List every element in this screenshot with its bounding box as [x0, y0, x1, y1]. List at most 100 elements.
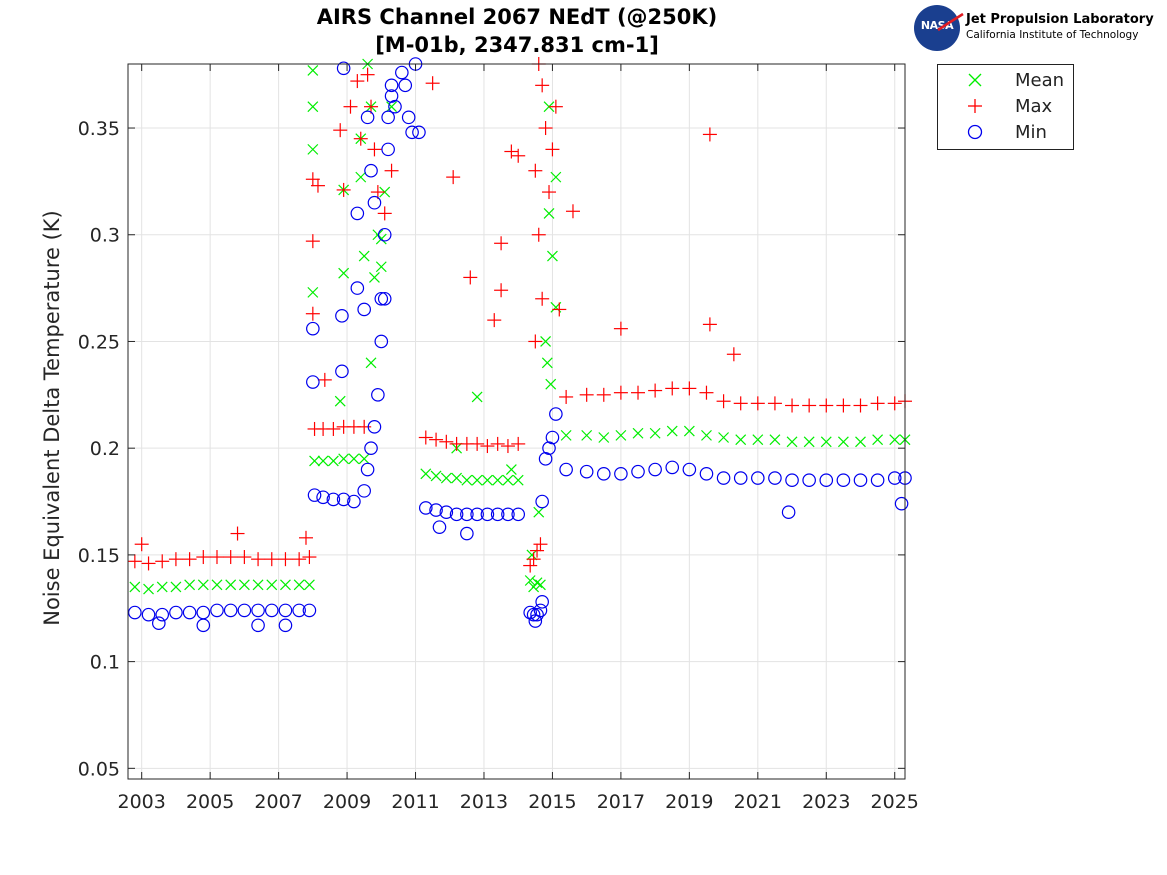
max-point: [353, 131, 368, 146]
max-point: [298, 530, 313, 545]
mean-point: [543, 207, 555, 219]
mean-point-stroke: [307, 286, 319, 298]
max-point: [887, 396, 902, 411]
mean-point-stroke: [471, 391, 483, 403]
mean-point: [184, 579, 196, 591]
max-point: [565, 204, 580, 219]
mean-point: [358, 453, 370, 465]
max-point: [357, 419, 372, 434]
min-point: [278, 618, 293, 633]
mean-point-stroke: [225, 579, 237, 591]
min-point: [347, 494, 361, 509]
min-point: [579, 464, 594, 479]
mean-point-stroke: [560, 429, 572, 441]
mean-point: [303, 579, 315, 591]
mean-point-stroke: [524, 575, 536, 586]
legend-label: Mean: [1015, 70, 1065, 91]
max-point: [237, 550, 252, 565]
mean-point-stroke: [303, 579, 315, 591]
max-point: [384, 163, 399, 178]
mean-point-stroke: [531, 577, 543, 589]
legend-entry-max: Max: [938, 93, 1073, 119]
mean-point-stroke: [533, 506, 545, 518]
mean-point-stroke: [156, 581, 168, 593]
min-point: [648, 462, 662, 477]
min-point: [802, 473, 816, 487]
min-point: [360, 110, 375, 125]
nasa-meatball-icon: [914, 5, 960, 51]
mean-point: [524, 575, 536, 586]
min-point: [336, 61, 351, 76]
legend: Mean Max Min: [937, 64, 1074, 150]
mean-point-stroke: [492, 474, 504, 486]
max-point: [511, 436, 526, 451]
mean-point-stroke: [502, 474, 514, 486]
mean-point: [632, 427, 644, 439]
min-point: [785, 473, 799, 487]
min-point: [316, 490, 330, 505]
max-point: [264, 552, 279, 567]
max-point: [702, 127, 717, 142]
max-point: [278, 552, 293, 567]
legend-marker-x-icon: [968, 73, 982, 87]
max-point: [209, 550, 224, 565]
mean-point: [461, 474, 473, 486]
min-point: [682, 462, 697, 477]
min-point: [526, 607, 541, 622]
mean-point: [365, 357, 377, 369]
min-point: [449, 507, 464, 522]
jpl-logo: NASA Jet Propulsion Laboratory Californi…: [912, 4, 1154, 52]
x-tick-label: 2009: [323, 791, 371, 813]
min-point: [278, 603, 293, 618]
max-point: [613, 385, 628, 400]
mean-point-stroke: [386, 101, 397, 113]
mean-point: [471, 391, 483, 403]
mean-point-stroke: [348, 453, 360, 465]
min-point: [511, 507, 526, 522]
mean-point: [581, 429, 593, 441]
min-point: [384, 78, 399, 93]
min-point: [870, 473, 885, 487]
mean-point-stroke: [803, 436, 815, 448]
x-tick-label: 2023: [802, 791, 850, 813]
mean-point: [803, 436, 815, 448]
mean-point: [820, 436, 832, 448]
data-marks: [127, 57, 912, 633]
mean-point: [307, 286, 319, 298]
axis-ticks: 2003 2005 2007 2009 2011 2013 2015 2017 2019 2021…: [78, 64, 919, 813]
max-point: [528, 163, 543, 178]
min-point: [631, 464, 645, 479]
mean-point-stroke: [338, 267, 350, 279]
mean-point: [143, 583, 154, 595]
max-point: [377, 206, 392, 221]
x-tick-label: 2007: [254, 791, 302, 813]
mean-point: [547, 250, 558, 262]
max-point: [552, 302, 567, 317]
mean-point: [225, 579, 237, 591]
mean-point: [471, 474, 483, 486]
legend-entry-min: Min: [938, 119, 1073, 145]
min-point: [545, 430, 560, 445]
y-tick-label: 0.05: [78, 758, 120, 780]
mean-point: [492, 474, 504, 486]
max-point: [317, 372, 332, 387]
mean-point: [535, 579, 546, 591]
min-point: [367, 420, 382, 434]
max-point: [439, 434, 454, 449]
x-tick-label: 2021: [734, 791, 782, 813]
min-point: [665, 460, 680, 475]
max-point: [682, 381, 697, 396]
min-point: [429, 503, 443, 517]
min-point: [357, 302, 371, 317]
plot-area-frame: [127, 63, 906, 780]
min-point: [335, 364, 349, 379]
mean-point: [375, 233, 387, 245]
mean-point: [752, 434, 764, 446]
mean-point-stroke: [512, 474, 524, 486]
mean-point: [430, 470, 442, 482]
max-point: [490, 436, 505, 451]
min-point: [733, 471, 748, 485]
min-point: [182, 605, 197, 620]
mean-point-stroke: [461, 474, 473, 486]
mean-point-stroke: [855, 436, 866, 448]
